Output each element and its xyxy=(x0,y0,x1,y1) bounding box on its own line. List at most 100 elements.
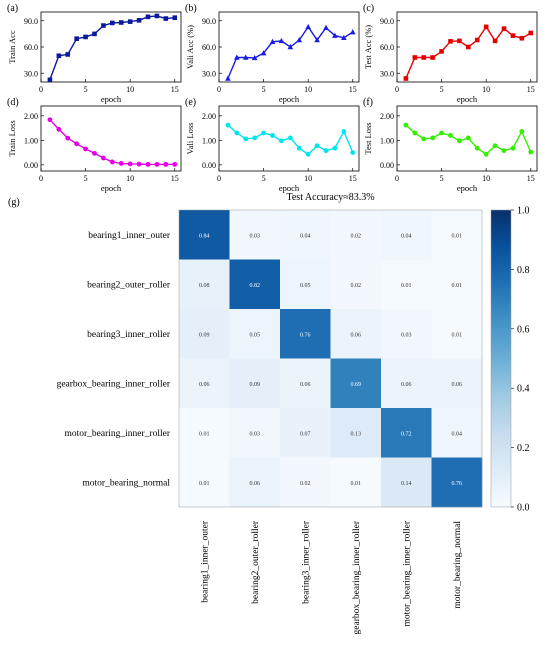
column-label: gearbox_bearing_inner_roller xyxy=(352,520,362,634)
cell-value: 0.04 xyxy=(401,233,412,239)
x-axis-label: epoch xyxy=(279,183,300,193)
matrix-cell xyxy=(381,457,432,508)
data-point xyxy=(287,44,294,50)
y-axis-label: Train Acc xyxy=(7,30,17,64)
data-point xyxy=(163,161,169,167)
y-tick-label: 60.0 xyxy=(202,43,216,52)
data-point xyxy=(74,141,80,147)
y-tick-label: 90.0 xyxy=(202,17,216,26)
data-point xyxy=(332,145,338,151)
panel-label: (d) xyxy=(7,97,19,108)
data-point xyxy=(92,31,97,37)
panel-label: (g) xyxy=(8,197,20,208)
data-point xyxy=(474,37,480,43)
matrix-cell xyxy=(280,457,331,508)
x-tick-label: 10 xyxy=(126,174,134,183)
x-tick-label: 15 xyxy=(171,85,179,94)
data-point xyxy=(154,13,160,19)
data-point xyxy=(136,18,142,23)
matrix-cell xyxy=(431,457,483,508)
matrix-cell xyxy=(330,309,382,359)
data-point xyxy=(323,148,329,154)
data-point xyxy=(101,23,106,28)
panel-label: (e) xyxy=(185,97,196,108)
matrix-cell xyxy=(179,457,230,508)
x-axis-label: epoch xyxy=(101,94,122,104)
colorbar-tick-label: 0.2 xyxy=(517,443,530,454)
data-point xyxy=(251,54,258,61)
data-point xyxy=(172,161,178,167)
cell-value: 0.76 xyxy=(300,332,311,338)
cell-value: 0.06 xyxy=(199,382,210,388)
data-point xyxy=(474,145,480,151)
y-tick-label: 0.00 xyxy=(202,161,216,170)
data-point xyxy=(492,143,498,149)
data-point xyxy=(466,44,471,50)
data-point xyxy=(260,50,267,56)
data-point xyxy=(74,36,79,41)
panel-label: (b) xyxy=(185,3,197,14)
data-point xyxy=(350,150,356,156)
series-line xyxy=(49,15,175,81)
line-panel-6: (f) 0 5 10 15 0.00 1.00 2.00 epoch Test Loss xyxy=(363,97,538,193)
data-point xyxy=(341,34,347,41)
data-point xyxy=(439,49,444,54)
cell-value: 0.01 xyxy=(199,481,210,487)
data-point xyxy=(323,24,329,30)
cell-value: 0.06 xyxy=(250,481,261,487)
data-point xyxy=(483,24,489,30)
matrix-cell xyxy=(179,210,230,260)
data-point xyxy=(47,117,53,123)
cell-value: 0.06 xyxy=(401,382,412,388)
y-axis-label: Vali Loss xyxy=(185,123,195,155)
y-axis-label: Vali Acc (%) xyxy=(185,25,195,69)
matrix-frame xyxy=(178,209,483,508)
data-point xyxy=(412,130,418,136)
data-point xyxy=(501,26,507,31)
cell-value: 0.01 xyxy=(401,283,412,289)
x-tick-label: 0 xyxy=(39,174,43,183)
data-point xyxy=(439,130,444,136)
cell-value: 0.05 xyxy=(250,332,261,338)
data-point xyxy=(528,30,534,36)
data-point xyxy=(242,54,249,60)
data-point xyxy=(296,145,302,151)
x-tick-label: 0 xyxy=(39,85,43,94)
x-axis-label: epoch xyxy=(279,94,300,104)
matrix-cell xyxy=(229,408,281,458)
data-point xyxy=(225,122,231,128)
matrix-cell xyxy=(381,408,432,458)
x-axis-label: epoch xyxy=(101,183,122,193)
matrix-cell xyxy=(431,408,483,458)
data-point xyxy=(430,55,435,60)
matrix-cell xyxy=(179,309,230,359)
matrix-cell xyxy=(280,408,331,458)
x-tick-label: 5 xyxy=(262,85,266,94)
plot-frame xyxy=(218,105,360,172)
x-tick-label: 5 xyxy=(84,85,88,94)
column-label: bearing3_inner_roller xyxy=(301,520,311,604)
y-tick-label: 1.00 xyxy=(24,136,38,145)
data-point xyxy=(83,34,88,40)
data-point xyxy=(127,19,133,24)
matrix-cell xyxy=(381,309,432,359)
data-point xyxy=(118,20,124,25)
data-point xyxy=(349,29,356,35)
data-point xyxy=(314,37,320,43)
line-panel-2: (b) 0 5 10 15 30.0 60.0 90.0 epoch Vali Acc (%) xyxy=(185,3,360,104)
column-label: bearing2_outer_roller xyxy=(251,520,261,604)
matrix-title: Test Accuracy≈83.3% xyxy=(286,192,374,203)
data-point xyxy=(154,161,160,167)
line-panel-3: (c) 0 5 10 15 30.0 60.0 90.0 epoch Test Acc (%) xyxy=(363,3,538,104)
x-tick-label: 10 xyxy=(126,85,134,94)
matrix-cell xyxy=(280,210,331,260)
data-point xyxy=(56,126,62,132)
y-tick-label: 90.0 xyxy=(380,17,394,26)
x-axis-label: epoch xyxy=(457,183,478,193)
data-point xyxy=(127,161,133,167)
row-label: motor_bearing_normal xyxy=(82,478,170,488)
y-tick-label: 30.0 xyxy=(202,69,216,78)
column-label: bearing1_inner_outer xyxy=(200,520,210,603)
matrix-cell xyxy=(381,210,432,260)
row-label: bearing3_inner_roller xyxy=(87,330,171,340)
